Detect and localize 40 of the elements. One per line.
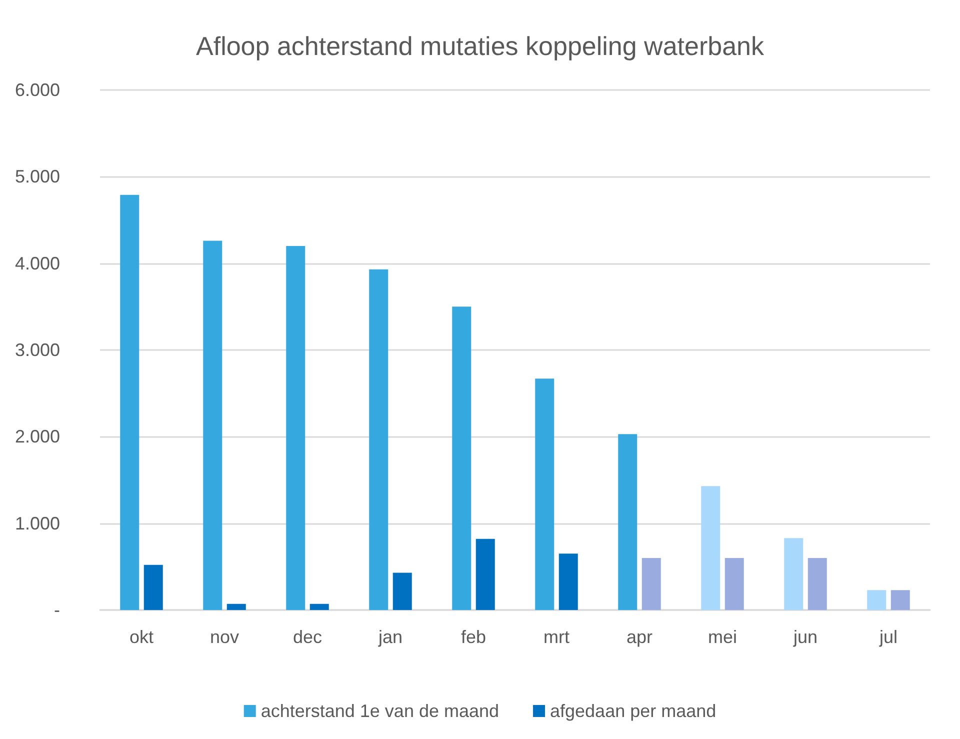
x-tick-label: nov [210,627,240,647]
bar [452,306,472,610]
bar [558,554,578,610]
bar [784,538,804,610]
y-tick-label: - [54,600,60,620]
bar [310,604,329,610]
y-tick-label: 1.000 [14,513,60,534]
bar [203,240,222,610]
legend-label: achterstand 1e van de maand [260,701,500,721]
bar [392,572,412,610]
y-tick-label: 6.000 [14,80,60,100]
x-tick-label: jan [377,627,403,647]
bar [476,538,495,610]
x-tick-label: apr [626,627,653,647]
x-tick-label: jul [878,627,898,647]
y-tick-label: 2.000 [14,426,60,447]
y-tick-label: 4.000 [14,253,60,274]
bar [144,564,163,610]
bar [226,604,246,610]
bar [867,590,886,610]
x-tick-label: dec [292,627,322,647]
x-tick-label: feb [460,627,486,647]
y-tick-label: 3.000 [14,340,60,360]
bar [642,558,661,610]
bar [724,558,744,610]
x-tick-label: jun [792,627,818,647]
bar [808,558,827,610]
bar [286,246,306,610]
x-tick-label: mei [708,627,738,647]
bar [369,269,388,610]
y-tick-label: 5.000 [14,166,60,187]
x-tick-label: mrt [544,627,570,647]
chart-title: Afloop achterstand mutaties koppeling waterbank [196,31,766,61]
bar [618,434,638,610]
bar [701,486,720,610]
bar [120,194,140,610]
bar [890,590,910,610]
x-tick-label: okt [129,627,154,647]
bar [535,378,554,610]
legend-label: afgedaan per maand [550,701,716,721]
